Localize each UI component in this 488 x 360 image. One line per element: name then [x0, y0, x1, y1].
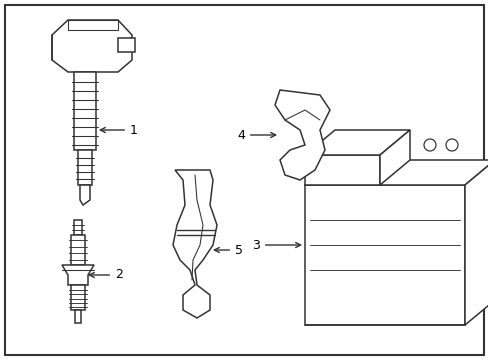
Polygon shape — [173, 170, 217, 318]
Polygon shape — [305, 155, 379, 185]
Polygon shape — [78, 150, 92, 185]
Polygon shape — [62, 265, 94, 285]
Polygon shape — [80, 185, 90, 205]
Polygon shape — [52, 20, 132, 72]
Text: 2: 2 — [89, 269, 122, 282]
Polygon shape — [305, 185, 464, 325]
Text: 1: 1 — [100, 123, 138, 136]
Polygon shape — [74, 220, 82, 235]
Polygon shape — [75, 310, 81, 323]
Polygon shape — [118, 38, 135, 52]
Polygon shape — [74, 72, 96, 150]
Polygon shape — [464, 160, 488, 325]
Text: 4: 4 — [237, 129, 275, 141]
Polygon shape — [305, 130, 409, 155]
Polygon shape — [379, 130, 409, 185]
Text: 5: 5 — [214, 243, 243, 257]
Polygon shape — [68, 20, 118, 30]
Polygon shape — [71, 235, 85, 265]
Polygon shape — [274, 90, 329, 180]
Polygon shape — [305, 160, 488, 185]
Text: 3: 3 — [252, 239, 300, 252]
Polygon shape — [71, 285, 85, 310]
Bar — [312, 300, 334, 314]
